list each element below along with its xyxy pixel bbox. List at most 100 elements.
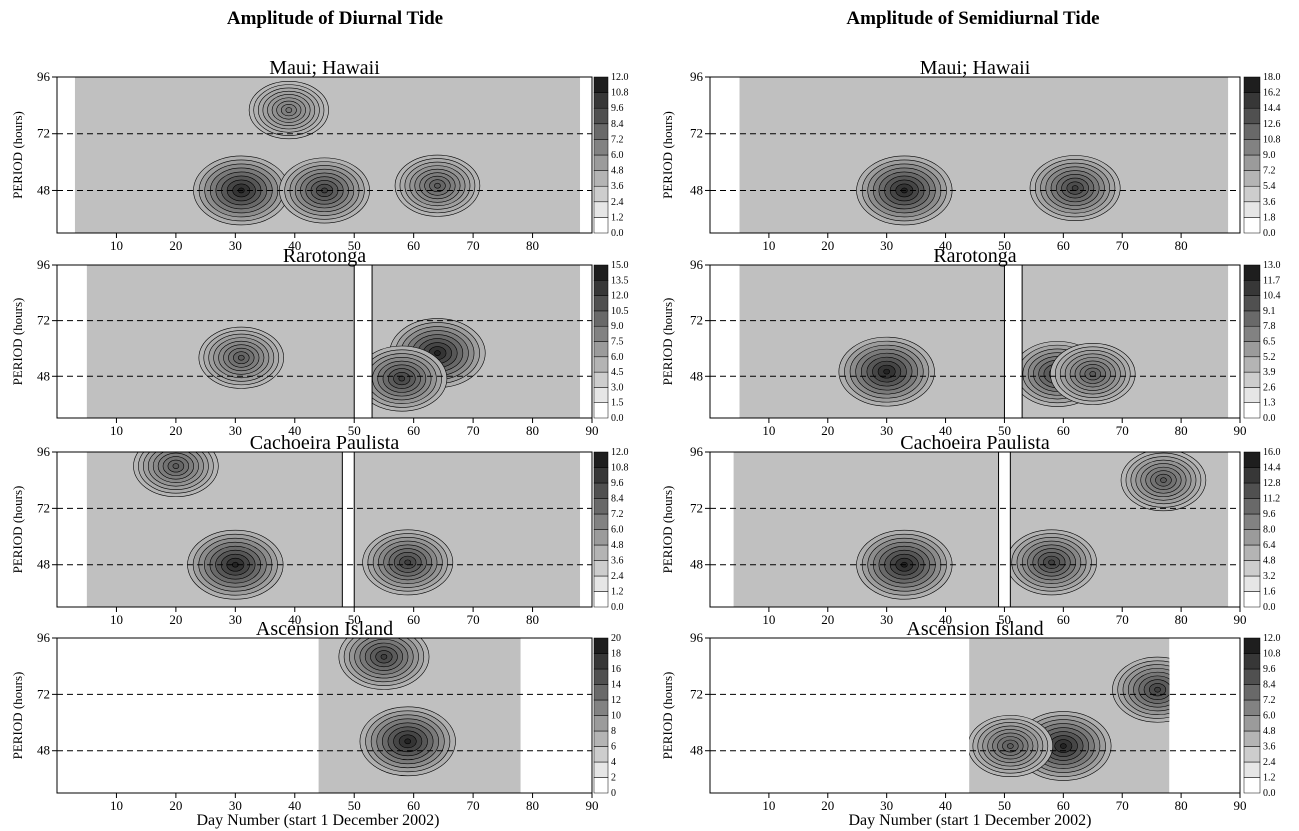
contour-field	[318, 638, 521, 793]
colorbar-label: 1.8	[1263, 212, 1276, 223]
x-tick-label: 50	[998, 612, 1011, 627]
colorbar-cell	[1243, 139, 1261, 156]
contour-level	[404, 559, 412, 566]
contour-level	[1060, 743, 1067, 749]
panel-5: Cachoeira Paulista 48 72 96 PERIOD (hours) 10…	[660, 432, 1281, 627]
x-tick-label: 10	[110, 612, 123, 627]
colorbar-label: 10.8	[611, 88, 629, 99]
y-axis-label: PERIOD (hours)	[660, 111, 675, 199]
x-tick-label: 60	[407, 238, 420, 253]
colorbar-label: 16.2	[1263, 88, 1281, 99]
panel-1: Maui; Hawaii 48 72 96 PERIOD (hours) 10 20 30 40…	[660, 57, 1281, 253]
colorbar-label: 16.0	[1263, 447, 1281, 458]
colorbar-cell	[593, 746, 609, 763]
plot-frame	[56, 451, 593, 608]
x-tick-label: 50	[348, 798, 361, 813]
x-tick-label: 70	[1116, 798, 1129, 813]
colorbar-cell	[1243, 575, 1261, 592]
contour-background	[739, 265, 1229, 418]
plot-frame	[709, 76, 1241, 234]
colorbar-cell	[593, 498, 609, 515]
colorbar-cell	[593, 185, 609, 203]
y-axis-label: PERIOD (hours)	[10, 111, 25, 199]
colorbar-label: 1.3	[1263, 398, 1276, 409]
colorbar-cell	[1243, 295, 1261, 312]
x-tick-label: 30	[229, 238, 242, 253]
y-tick-label: 48	[690, 368, 703, 383]
colorbar-cell	[1243, 123, 1261, 140]
colorbar-cell	[1243, 185, 1261, 203]
colorbar-label: 3.6	[1263, 742, 1276, 753]
colorbar-cell	[593, 170, 609, 187]
plot-frame	[709, 637, 1241, 794]
contour-field	[733, 452, 1229, 607]
colorbar-label: 18.0	[1263, 72, 1281, 83]
colorbar-cell	[1243, 341, 1261, 358]
contour-level	[398, 375, 406, 382]
y-tick-label: 96	[37, 444, 51, 459]
data-gap	[1003, 264, 1023, 419]
colorbar-cell	[593, 529, 609, 546]
colorbar-cell	[593, 76, 609, 93]
colorbar-cell	[593, 295, 609, 312]
colorbar-cell	[593, 637, 609, 654]
colorbar-label: 6.4	[1263, 540, 1276, 551]
colorbar-cell	[1243, 730, 1261, 747]
y-tick-label: 72	[690, 126, 703, 141]
contour-field	[739, 77, 1229, 233]
colorbar-label: 14.4	[1263, 463, 1281, 474]
colorbar-cell	[593, 310, 609, 327]
colorbar-cell	[1243, 402, 1261, 419]
plot-frame	[709, 264, 1241, 419]
x-tick-label: 60	[407, 612, 420, 627]
x-tick-label: 80	[1175, 238, 1188, 253]
colorbar-label: 0	[611, 788, 616, 799]
colorbar-label: 8.4	[611, 119, 624, 130]
contour-level	[1048, 559, 1055, 566]
colorbar-label: 0.0	[1263, 228, 1276, 239]
colorbar-cell	[1243, 761, 1261, 778]
contour-level	[404, 738, 412, 745]
colorbar-cell	[593, 264, 609, 281]
colorbar-cell	[593, 544, 609, 561]
colorbar-label: 4.8	[1263, 726, 1276, 737]
plot-frame	[56, 76, 593, 234]
x-tick-label: 10	[762, 238, 775, 253]
x-tick-label: 40	[939, 612, 952, 627]
x-tick-label: 40	[288, 423, 301, 438]
colorbar-cell	[593, 482, 609, 499]
colorbar-label: 4.8	[611, 166, 624, 177]
contour-level	[434, 182, 441, 189]
colorbar-cell	[1243, 498, 1261, 515]
colorbar-cell	[1243, 684, 1261, 701]
colorbar-cell	[593, 668, 609, 685]
panel-title: Maui; Hawaii	[269, 57, 380, 79]
y-tick-label: 48	[37, 557, 50, 572]
colorbar-label: 6.0	[611, 150, 624, 161]
x-tick-label: 60	[1057, 798, 1070, 813]
x-tick-label: 10	[110, 798, 123, 813]
colorbar-label: 8.0	[1263, 525, 1276, 536]
y-tick-label: 72	[690, 500, 703, 515]
contour-field	[739, 265, 1229, 418]
colorbar-label: 10.4	[1263, 291, 1281, 302]
colorbar-label: 12.8	[1263, 478, 1281, 489]
colorbar-cell	[593, 356, 609, 373]
panel-3: Rarotonga 48 72 96 PERIOD (hours) 10 20 30 40 50 6…	[660, 245, 1281, 438]
contour-level	[1071, 185, 1079, 191]
colorbar-label: 8	[611, 726, 616, 737]
panel-title: Ascension Island	[256, 618, 393, 640]
colorbar-label: 3.6	[611, 181, 624, 192]
x-tick-label: 70	[1116, 238, 1129, 253]
colorbar-label: 9.0	[611, 321, 624, 332]
colorbar-cell	[593, 341, 609, 358]
x-tick-label: 90	[1234, 612, 1247, 627]
contour-level	[1154, 686, 1161, 693]
colorbar-cell	[1243, 529, 1261, 546]
contour-field	[86, 452, 581, 607]
x-axis-label-left: Day Number (start 1 December 2002)	[196, 812, 439, 829]
colorbar-label: 2	[611, 773, 616, 784]
y-tick-label: 48	[690, 557, 703, 572]
y-axis-label: PERIOD (hours)	[660, 486, 675, 574]
